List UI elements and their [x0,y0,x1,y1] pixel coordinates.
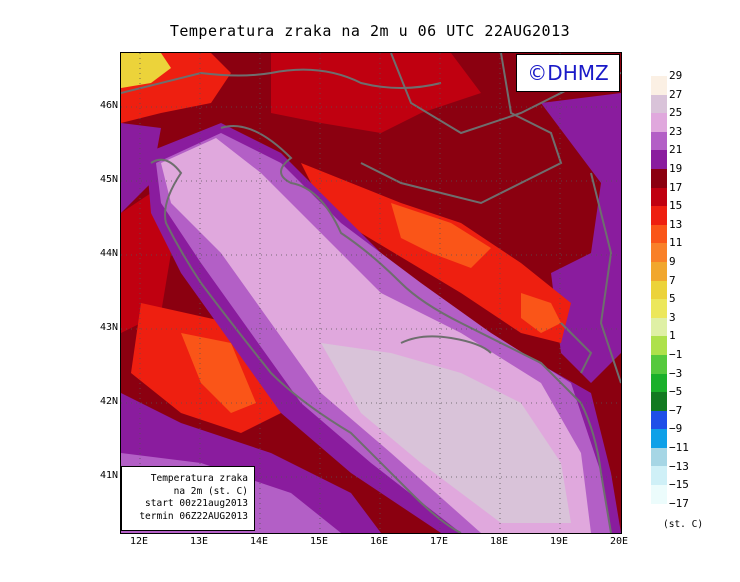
colorbar-label: 9 [669,255,676,268]
colorbar-label: 5 [669,292,676,306]
field-orange-band [391,203,491,268]
lon-label-19e: 19E [549,536,569,547]
lat-label-41n: 41N [99,470,118,481]
colorbar-label: 19 [669,162,683,175]
colorbar-swatch [651,410,667,430]
lon-label-16e: 16E [369,536,389,547]
map-title: Temperatura zraka na 2m u 06 UTC 22AUG20… [169,22,571,40]
colorbar-label: −3 [669,366,683,380]
colorbar-label: −11 [669,441,689,454]
lon-label-18e: 18E [489,536,509,547]
colorbar-swatch [651,206,667,225]
colorbar [651,76,667,504]
colorbar-swatch [651,261,667,281]
lat-label-45n: 45N [99,174,118,185]
info-line-4: termin 06Z22AUG2013 [139,510,248,522]
lon-label-20e: 20E [609,536,629,547]
colorbar-swatch [651,485,667,504]
lat-label-46n: 46N [99,100,118,111]
colorbar-swatch [651,113,667,132]
colorbar-swatch [651,447,667,467]
colorbar-swatch [651,373,667,393]
colorbar-label: −17 [669,496,689,510]
colorbar-label: −1 [669,348,683,361]
lat-label-44n: 44N [99,248,118,259]
colorbar-swatch [651,76,667,95]
lon-label-13e: 13E [189,536,209,547]
field-red-band [271,53,481,133]
colorbar-label: 7 [669,273,676,287]
colorbar-label: 27 [669,87,683,101]
colorbar-swatch [651,299,667,318]
colorbar-swatch [651,429,667,448]
colorbar-label: 1 [669,329,676,343]
lat-label-43n: 43N [99,322,118,333]
coastlines [121,53,621,533]
colorbar-label: −9 [669,422,683,436]
field-orange-band-2 [521,293,561,333]
colorbar-label: 29 [669,69,683,82]
colorbar-label: 3 [669,310,676,324]
info-line-2: na 2m (st. C) [173,485,248,497]
colorbar-swatch [651,187,667,207]
colorbar-label: 23 [669,124,683,138]
colorbar-swatch [651,466,667,486]
colorbar-label: 13 [669,217,683,231]
colorbar-swatch [651,317,667,337]
field-west-purple [121,123,161,213]
colorbar-label: 25 [669,106,683,120]
temperature-field [121,53,621,533]
colorbar-label: 11 [669,236,683,250]
temperature-map [120,52,622,534]
info-box: Temperatura zraka na 2m (st. C) start 00… [121,466,255,531]
colorbar-swatch [651,168,667,188]
colorbar-label: −7 [669,403,683,417]
dhmz-logo: ©DHMZ [516,54,620,92]
colorbar-label: 17 [669,180,683,194]
colorbar-swatch [651,354,667,374]
colorbar-unit: (st. C) [663,519,704,530]
lon-label-14e: 14E [249,536,269,547]
colorbar-swatch [651,243,667,262]
lon-label-17e: 17E [429,536,449,547]
colorbar-swatch [651,150,667,169]
lon-label-12e: 12E [129,536,149,547]
field-adriatic-core [321,343,571,523]
colorbar-label: −5 [669,385,683,399]
colorbar-label: −15 [669,478,689,492]
graticule [121,53,621,533]
colorbar-label: 21 [669,143,683,157]
colorbar-swatch [651,224,667,244]
colorbar-label: −13 [669,459,689,473]
colorbar-swatch [651,280,667,300]
info-line-3: start 00z21aug2013 [145,498,248,509]
field-nw-yellow [121,53,171,88]
colorbar-swatch [651,392,667,411]
lon-label-15e: 15E [309,536,329,547]
colorbar-swatch [651,336,667,355]
colorbar-swatch [651,131,667,151]
info-line-1: Temperatura zraka [150,473,248,484]
lat-label-42n: 42N [99,396,118,407]
colorbar-label: 15 [669,199,683,213]
colorbar-swatch [651,94,667,114]
